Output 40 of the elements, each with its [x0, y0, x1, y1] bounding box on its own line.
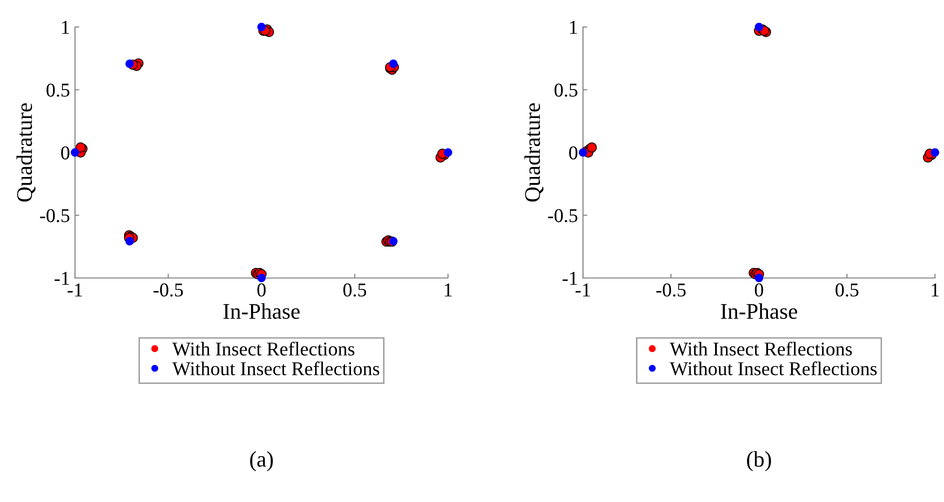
- point: [257, 22, 266, 32]
- point: [125, 237, 134, 246]
- y-tick-label: 0.5: [46, 84, 70, 97]
- y-axis-title: Quadrature: [16, 103, 36, 202]
- point: [389, 237, 398, 246]
- x-tick-label: 1: [932, 284, 939, 296]
- legend-label: Without Insect Reflections: [670, 361, 877, 376]
- y-tick-label: 0: [569, 146, 578, 160]
- point: [389, 60, 398, 68]
- x-tick-label: 0: [754, 283, 764, 297]
- point: [70, 148, 80, 157]
- point: [754, 274, 764, 282]
- point: [578, 148, 588, 157]
- x-tick-label: -0.5: [656, 283, 686, 297]
- point: [930, 148, 940, 157]
- text: (b): [747, 451, 771, 472]
- y-tick-label: -0.5: [40, 209, 70, 222]
- y-tick-label: 1: [570, 20, 577, 34]
- legend-label: With Insect Reflections: [172, 342, 354, 356]
- point: [125, 60, 134, 68]
- x-tick-label: -0.5: [154, 283, 183, 297]
- x-tick-label: 0.5: [836, 283, 858, 297]
- y-tick-label: 0: [61, 146, 70, 160]
- x-axis-title: In-Phase: [223, 303, 300, 319]
- y-tick-label: -0.5: [548, 209, 578, 222]
- point: [257, 274, 266, 282]
- y-tick-label: 0.5: [554, 84, 578, 97]
- legend-label: With Insect Reflections: [670, 342, 852, 356]
- legend-label: Without Insect Reflections: [172, 361, 380, 376]
- x-tick-label: 0: [257, 283, 266, 297]
- y-tick-label: 1: [62, 20, 69, 34]
- y-axis-title: Quadrature: [524, 103, 544, 202]
- x-tick-label: 0.5: [343, 283, 366, 297]
- point: [754, 22, 764, 32]
- x-axis-title: In-Phase: [720, 303, 798, 319]
- y-tick-label: -1: [54, 272, 69, 285]
- point: [444, 148, 452, 157]
- x-tick-label: 1: [444, 284, 452, 296]
- text: (a): [250, 451, 273, 472]
- y-tick-label: -1: [562, 272, 577, 285]
